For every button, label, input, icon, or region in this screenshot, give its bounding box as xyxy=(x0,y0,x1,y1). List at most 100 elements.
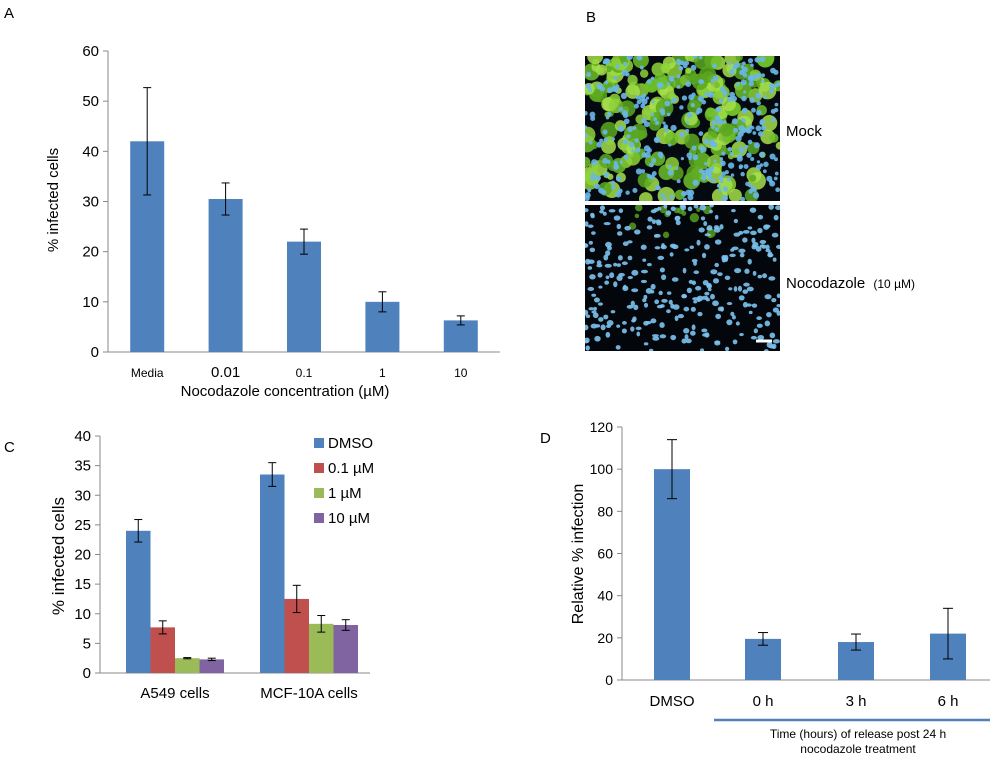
nucleus xyxy=(602,211,607,216)
nucleus xyxy=(738,146,745,154)
bar xyxy=(126,530,151,673)
nucleus xyxy=(585,195,590,201)
nucleus xyxy=(775,205,780,211)
infected-cell xyxy=(643,109,650,116)
nucleus xyxy=(603,222,611,226)
nucleus xyxy=(676,74,681,79)
nucleus xyxy=(623,154,629,160)
nucleus xyxy=(588,87,593,92)
infected-cell xyxy=(625,84,640,99)
nucleus xyxy=(715,313,722,320)
x-tick-label: A549 cells xyxy=(140,685,209,702)
nucleus xyxy=(772,339,780,344)
nucleus xyxy=(669,252,674,257)
panel-label-c: C xyxy=(4,439,15,456)
nucleus xyxy=(763,161,769,168)
nucleus xyxy=(761,79,765,83)
nucleus xyxy=(693,300,698,304)
nucleus xyxy=(636,99,642,105)
nucleus xyxy=(674,216,681,222)
nucleus xyxy=(727,96,733,102)
annotation-line: nocodazole treatment xyxy=(800,742,916,756)
nucleus xyxy=(719,86,726,92)
nucleus xyxy=(676,85,681,89)
nucleus xyxy=(604,80,609,85)
infected-cell xyxy=(585,156,591,168)
nucleus xyxy=(656,220,662,226)
nucleus xyxy=(668,299,673,305)
nucleus xyxy=(719,224,724,230)
nucleus xyxy=(750,335,757,340)
y-tick-label: 20 xyxy=(597,630,613,646)
infected-cell xyxy=(748,174,757,182)
nucleus xyxy=(640,244,647,250)
bar xyxy=(208,198,243,352)
nucleus xyxy=(699,56,703,60)
nucleus xyxy=(739,196,746,201)
nucleus xyxy=(759,151,765,158)
nucleus xyxy=(592,312,599,319)
nucleus xyxy=(638,95,645,102)
nucleus xyxy=(735,321,740,326)
nucleus xyxy=(682,267,687,274)
nucleus xyxy=(595,324,601,328)
nucleus xyxy=(622,138,629,145)
nucleus xyxy=(752,192,760,199)
nucleus xyxy=(701,169,708,176)
nucleus xyxy=(683,306,690,312)
nucleus xyxy=(668,143,672,147)
nucleus xyxy=(686,152,693,159)
nucleus xyxy=(688,94,695,101)
nucleus xyxy=(661,274,667,281)
y-tick-label: 80 xyxy=(597,503,613,519)
nucleus xyxy=(657,151,664,158)
nucleus xyxy=(675,220,681,226)
x-tick-label: 0.01 xyxy=(211,364,240,381)
nucleus xyxy=(697,95,704,102)
nucleus xyxy=(710,166,715,170)
y-tick-label: 35 xyxy=(74,458,91,475)
nucleus xyxy=(617,255,623,261)
bar xyxy=(333,625,358,673)
nucleus xyxy=(776,303,780,308)
nucleus xyxy=(711,178,716,183)
nucleus xyxy=(773,69,779,75)
nucleus xyxy=(774,171,779,176)
nucleus xyxy=(653,136,661,144)
nucleus xyxy=(599,205,606,211)
legend-swatch xyxy=(314,513,324,523)
nucleus xyxy=(653,234,658,238)
nucleus xyxy=(669,243,677,248)
nucleus xyxy=(733,286,738,292)
nucleus xyxy=(750,156,755,162)
nucleus xyxy=(718,175,724,181)
nucleus xyxy=(610,185,616,190)
nucleus xyxy=(606,159,611,164)
nucleus xyxy=(630,326,635,332)
nucleus xyxy=(591,310,597,314)
nucleus xyxy=(773,176,778,181)
nucleus xyxy=(658,290,663,296)
nucleus xyxy=(586,72,592,78)
nucleus xyxy=(771,232,779,238)
nucleus xyxy=(646,79,652,84)
nucleus xyxy=(718,98,724,104)
nucleus xyxy=(730,311,735,317)
nucleus xyxy=(715,106,722,113)
nucleus xyxy=(647,216,653,222)
nucleus xyxy=(598,317,604,322)
nucleus xyxy=(704,92,709,97)
nucleus xyxy=(618,272,625,277)
nucleus xyxy=(711,125,716,129)
infected-cell xyxy=(681,210,687,216)
y-tick-label: 100 xyxy=(590,461,614,477)
nucleus xyxy=(682,197,687,201)
nucleus xyxy=(738,295,745,301)
nucleus xyxy=(729,253,736,258)
nucleus xyxy=(735,82,740,87)
nucleus xyxy=(696,239,701,246)
nucleus xyxy=(590,323,598,329)
nucleus xyxy=(588,259,595,264)
nucleus xyxy=(615,84,620,89)
nucleus xyxy=(616,324,621,328)
